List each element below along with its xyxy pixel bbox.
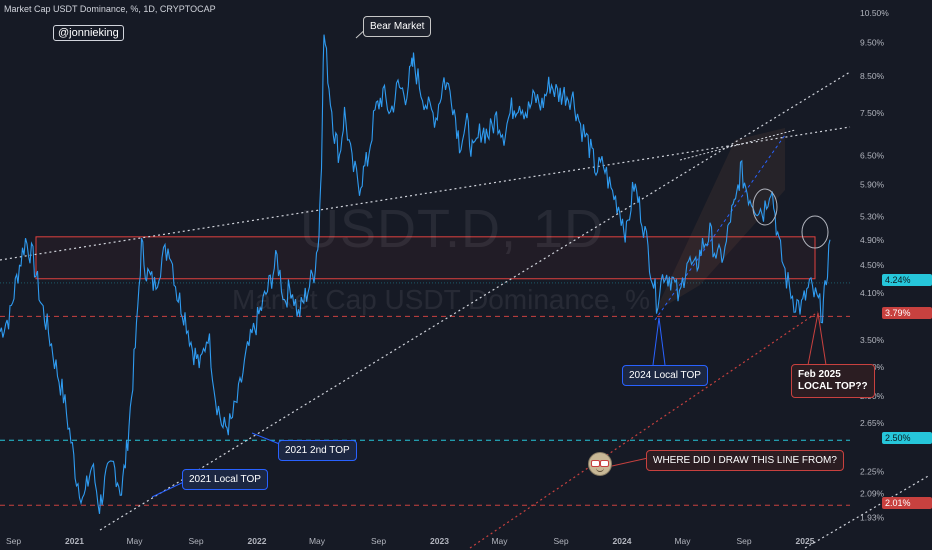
y-tick-label: 4.50%	[860, 260, 885, 270]
y-tick-label: 7.50%	[860, 108, 885, 118]
upper-trendline	[0, 126, 851, 261]
x-tick-label: Sep	[188, 536, 203, 546]
x-tick-label: Sep	[371, 536, 386, 546]
y-tick-label: 3.50%	[860, 335, 885, 345]
bear-market-callout: Bear Market	[363, 16, 432, 37]
name-watermark: Market Cap USDT Dominance, %	[232, 284, 651, 315]
x-tick-label: 2024	[613, 536, 632, 546]
where-callout-pointer	[611, 457, 649, 467]
y-tick-label: 9.50%	[860, 38, 885, 48]
x-tick-label: May	[674, 536, 691, 546]
local2024-callout-pointer	[652, 317, 666, 366]
red-trendline	[469, 311, 819, 549]
x-tick-label: 2023	[430, 536, 449, 546]
price-series-line	[0, 34, 831, 514]
level-tag-201: 2.01%	[882, 497, 932, 509]
x-tick-label: 2022	[248, 536, 267, 546]
highlight-circle-2024	[752, 188, 778, 226]
y-tick-label: 5.90%	[860, 180, 885, 190]
support-trendline	[99, 71, 851, 531]
author-handle: @jonnieking	[53, 25, 124, 41]
symbol-watermark: USDT.D, 1D	[300, 199, 605, 259]
y-tick-label: 4.10%	[860, 288, 885, 298]
y-tick-label: 2.09%	[860, 489, 885, 499]
chart-header-title: Market Cap USDT Dominance, %, 1D, CRYPTO…	[4, 4, 216, 14]
feb2025-callout-pointer	[807, 312, 827, 366]
y-tick-label: 2.25%	[860, 467, 885, 477]
feb-2025-callout: Feb 2025 LOCAL TOP??	[791, 364, 875, 398]
y-tick-label: 5.30%	[860, 211, 885, 221]
x-tick-label: May	[309, 536, 326, 546]
x-tick-label: Sep	[553, 536, 568, 546]
y-tick-label: 6.50%	[860, 151, 885, 161]
local-top-2024-callout: 2024 Local TOP	[622, 365, 708, 386]
x-tick-label: May	[491, 536, 508, 546]
channel-fill	[655, 128, 785, 312]
x-tick-label: Sep	[736, 536, 751, 546]
current-price-tag: 4.24%	[882, 274, 932, 286]
level-tag-250: 2.50%	[882, 432, 932, 444]
second-top-2021-callout: 2021 2nd TOP	[278, 440, 357, 461]
level-tag-379: 3.79%	[882, 307, 932, 319]
local-top-2021-callout: 2021 Local TOP	[182, 469, 268, 490]
where-line-callout: WHERE DID I DRAW THIS LINE FROM?	[646, 450, 844, 471]
y-tick-label: 1.93%	[860, 512, 885, 522]
y-tick-label: 2.65%	[860, 418, 885, 428]
second2021-callout-pointer	[251, 432, 283, 446]
resistance-zone	[35, 236, 816, 280]
y-tick-label: 4.90%	[860, 235, 885, 245]
x-tick-label: 2021	[65, 536, 84, 546]
x-tick-label: Sep	[6, 536, 21, 546]
lower-trendline	[804, 474, 931, 549]
nerd-emoji-icon	[588, 452, 612, 476]
y-tick-label: 8.50%	[860, 71, 885, 81]
x-tick-label: May	[126, 536, 143, 546]
y-tick-label: 10.50%	[860, 8, 889, 18]
highlight-circle-2025	[801, 215, 829, 249]
x-tick-label: 2025	[796, 536, 815, 546]
